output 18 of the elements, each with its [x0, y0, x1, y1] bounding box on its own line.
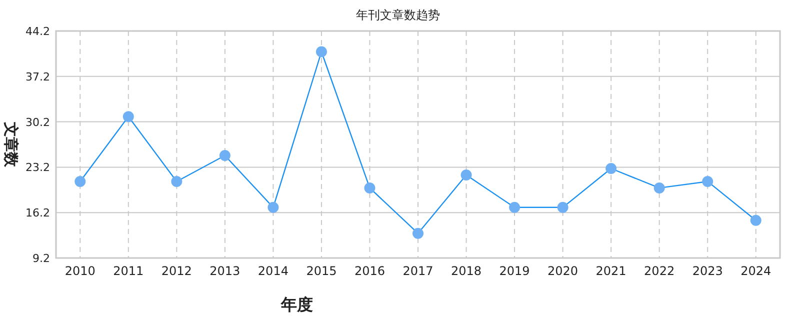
x-tick-label: 2022 — [644, 264, 675, 278]
x-tick-label: 2024 — [740, 264, 772, 278]
x-tick-label: 2018 — [450, 264, 482, 278]
x-tick-label: 2012 — [161, 264, 192, 278]
chart-title: 年刊文章数趋势 — [356, 8, 440, 22]
y-axis-title: 文章数 — [2, 121, 20, 168]
x-tick-label: 2023 — [692, 264, 723, 278]
x-tick-label: 2013 — [210, 264, 240, 278]
x-tick-label: 2016 — [354, 264, 386, 278]
x-axis-title: 年度 — [280, 295, 313, 314]
x-tick-label: 2021 — [596, 264, 626, 278]
x-tick-label: 2014 — [258, 264, 288, 278]
x-tick-label: 2020 — [548, 264, 578, 278]
x-tick-label: 2015 — [306, 264, 337, 278]
x-tick-label: 2017 — [402, 264, 434, 278]
x-tick-label: 2010 — [64, 264, 96, 278]
x-tick-label: 2011 — [113, 264, 144, 278]
x-tick-label: 2019 — [499, 264, 530, 278]
